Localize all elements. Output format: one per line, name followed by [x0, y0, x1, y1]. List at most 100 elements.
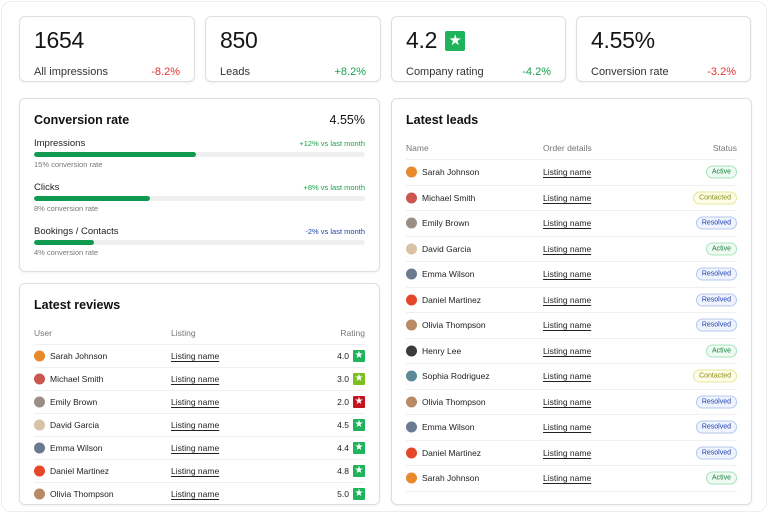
- order-details-link[interactable]: Listing name: [543, 243, 592, 254]
- status-badge: Resolved: [695, 267, 737, 281]
- avatar: [406, 447, 417, 459]
- order-details-link[interactable]: Listing name: [543, 218, 592, 229]
- table-row: Sophia Rodriguez Listing name Contacted: [406, 363, 737, 389]
- listing-link[interactable]: Listing name: [171, 466, 220, 476]
- listing-link[interactable]: Listing name: [171, 489, 220, 499]
- lead-name: Henry Lee: [422, 345, 462, 356]
- kpi-value: 4.2: [406, 27, 438, 53]
- avatar: [406, 319, 417, 331]
- status-badge: Resolved: [695, 420, 737, 434]
- metric-clicks: Clicks +8% vs last month 8% conversion r…: [34, 182, 365, 222]
- star-icon: ★: [353, 373, 365, 385]
- avatar: [406, 243, 417, 255]
- metric-subtext: 8% conversion rate: [34, 204, 99, 213]
- rating: 2.0 ★: [337, 396, 365, 408]
- kpi-card-conversion-rate: 4.55% Conversion rate -3.2%: [576, 16, 751, 82]
- listing-link[interactable]: Listing name: [171, 420, 220, 430]
- table-row: Michael Smith Listing name Contacted: [406, 184, 737, 211]
- rating-value: 3.0: [337, 374, 349, 384]
- conversion-rate-card: Conversion rate 4.55% Impressions +12% v…: [19, 98, 380, 272]
- order-details-link[interactable]: Listing name: [543, 396, 592, 407]
- order-details-link[interactable]: Listing name: [543, 269, 592, 280]
- table-divider: [406, 490, 737, 492]
- column-header-rating: Rating: [340, 328, 365, 338]
- listing-link[interactable]: Listing name: [171, 397, 220, 407]
- progress-fill: [34, 240, 94, 245]
- lead-name: Sarah Johnson: [422, 167, 480, 178]
- status-badge: Resolved: [695, 446, 737, 460]
- lead-name: Olivia Thompson: [422, 320, 486, 331]
- table-header: User Listing Rating: [34, 328, 365, 344]
- rating-value: 4.4: [337, 443, 349, 453]
- table-row: Emma Wilson Listing name 4.4 ★: [34, 436, 365, 459]
- table-row: Daniel Martinez Listing name 4.8 ★: [34, 459, 365, 482]
- star-icon: ★: [445, 30, 466, 51]
- metric-subtext: 4% conversion rate: [34, 248, 99, 257]
- metric-label: Clicks: [34, 182, 60, 193]
- table-row: Sarah Johnson Listing name Active: [406, 159, 737, 185]
- star-icon: ★: [353, 396, 365, 408]
- rating: 4.4 ★: [337, 442, 365, 454]
- user-name: Emma Wilson: [50, 443, 103, 453]
- card-title: Latest reviews: [34, 298, 121, 312]
- latest-reviews-card: Latest reviews User Listing Rating Sarah…: [19, 283, 380, 505]
- avatar: [34, 396, 45, 408]
- order-details-link[interactable]: Listing name: [543, 371, 592, 382]
- metric-delta: -2% vs last month: [305, 227, 365, 236]
- star-icon: ★: [353, 350, 365, 362]
- order-details-link[interactable]: Listing name: [543, 192, 592, 203]
- listing-link[interactable]: Listing name: [171, 443, 220, 453]
- lead-name: Michael Smith: [422, 192, 476, 203]
- avatar: [34, 488, 45, 500]
- rating-value: 4.0: [337, 351, 349, 361]
- status-badge: Contacted: [693, 369, 737, 383]
- status-badge: Active: [705, 165, 737, 179]
- order-details-link[interactable]: Listing name: [543, 447, 592, 458]
- star-icon: ★: [353, 419, 365, 431]
- rating: 3.0 ★: [337, 373, 365, 385]
- avatar: [406, 268, 417, 280]
- progress-track: [34, 196, 365, 201]
- order-details-link[interactable]: Listing name: [543, 422, 592, 433]
- listing-link[interactable]: Listing name: [171, 374, 220, 384]
- rating: 4.5 ★: [337, 419, 365, 431]
- kpi-card-company-rating: 4.2 ★ Company rating -4.2%: [391, 16, 566, 82]
- avatar: [406, 345, 417, 357]
- status-badge: Resolved: [695, 216, 737, 230]
- progress-track: [34, 240, 365, 245]
- table-row: David Garcia Listing name 4.5 ★: [34, 413, 365, 436]
- kpi-value: 4.55%: [591, 27, 655, 53]
- kpi-value: 1654: [34, 27, 84, 53]
- status-badge: Resolved: [695, 318, 737, 332]
- column-header-status: Status: [712, 143, 737, 153]
- table-row: Olivia Thompson Listing name Resolved: [406, 312, 737, 338]
- avatar: [406, 192, 417, 204]
- avatar: [34, 419, 45, 431]
- order-details-link[interactable]: Listing name: [543, 294, 592, 305]
- order-details-link[interactable]: Listing name: [543, 345, 592, 356]
- listing-link[interactable]: Listing name: [171, 351, 220, 361]
- metric-label: Bookings / Contacts: [34, 226, 119, 237]
- avatar: [406, 217, 417, 229]
- avatar: [406, 370, 417, 382]
- lead-name: Emma Wilson: [422, 269, 475, 280]
- table-header: Name Order details Status: [406, 143, 737, 159]
- lead-name: Daniel Martinez: [422, 294, 482, 305]
- avatar: [34, 465, 45, 477]
- metric-subtext: 15% conversion rate: [34, 160, 103, 169]
- kpi-delta: -8.2%: [151, 66, 180, 78]
- column-header-user: User: [34, 328, 52, 338]
- user-name: Daniel Martinez: [50, 466, 110, 476]
- user-name: Olivia Thompson: [50, 489, 114, 499]
- lead-name: Emily Brown: [422, 218, 470, 229]
- status-badge: Active: [705, 344, 737, 358]
- card-title: Latest leads: [406, 113, 479, 127]
- metric-delta: +12% vs last month: [299, 139, 365, 148]
- lead-name: Daniel Martinez: [422, 447, 482, 458]
- column-header-order-details: Order details: [543, 143, 592, 153]
- order-details-link[interactable]: Listing name: [543, 320, 592, 331]
- order-details-link[interactable]: Listing name: [543, 473, 592, 484]
- order-details-link[interactable]: Listing name: [543, 167, 592, 178]
- user-name: Sarah Johnson: [50, 351, 108, 361]
